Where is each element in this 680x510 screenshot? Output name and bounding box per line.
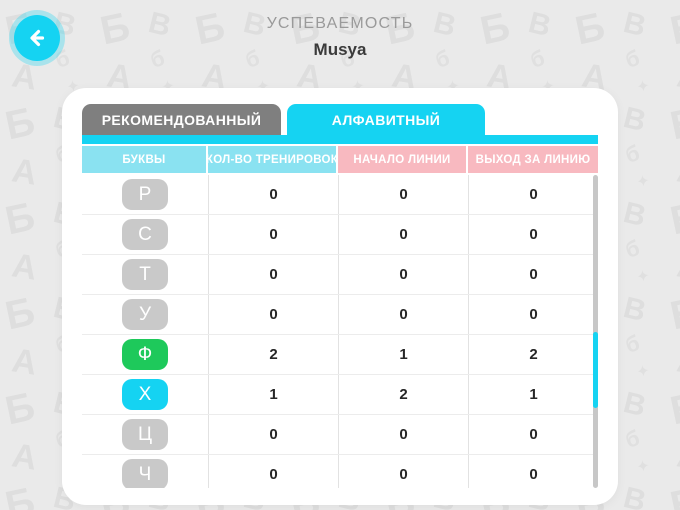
table-body: Р 0 0 0 С 0 0 0 xyxy=(82,175,598,488)
trainings-cell: 0 xyxy=(208,295,338,334)
line-exit-cell: 0 xyxy=(468,215,598,254)
table-rows: Р 0 0 0 С 0 0 0 xyxy=(82,175,598,488)
line-start-cell: 0 xyxy=(338,175,468,214)
trainings-cell: 0 xyxy=(208,415,338,454)
letter-cell: Р xyxy=(82,175,208,214)
page-title: УСПЕВАЕМОСТЬ xyxy=(266,15,414,32)
letter-badge[interactable]: Р xyxy=(122,179,168,210)
letter-badge-label: Ф xyxy=(137,343,153,365)
letter-cell: У xyxy=(82,295,208,334)
line-exit-cell: 0 xyxy=(468,295,598,334)
tab-recommended[interactable]: РЕКОМЕНДОВАННЫЙ xyxy=(82,104,281,135)
table-row: У 0 0 0 xyxy=(82,295,598,335)
letter-cell: Ц xyxy=(82,415,208,454)
line-exit-cell: 0 xyxy=(468,175,598,214)
progress-card: РЕКОМЕНДОВАННЫЙ АЛФАВИТНЫЙ БУКВЫ КОЛ-ВО … xyxy=(62,88,618,505)
line-exit-cell: 2 xyxy=(468,335,598,374)
line-start-cell: 0 xyxy=(338,295,468,334)
letter-badge[interactable]: С xyxy=(122,219,168,250)
line-start-cell: 1 xyxy=(338,335,468,374)
user-name: Musya xyxy=(313,40,367,59)
line-exit-cell: 0 xyxy=(468,455,598,488)
letter-badge-label: Ц xyxy=(137,423,153,445)
trainings-cell: 0 xyxy=(208,175,338,214)
table-header: БУКВЫ КОЛ-ВО ТРЕНИРОВОК НАЧАЛО ЛИНИИ ВЫХ… xyxy=(82,146,598,173)
line-exit-cell: 1 xyxy=(468,375,598,414)
line-start-cell: 0 xyxy=(338,415,468,454)
back-button[interactable] xyxy=(14,15,60,61)
line-exit-cell: 0 xyxy=(468,415,598,454)
letter-cell: С xyxy=(82,215,208,254)
line-start-cell: 2 xyxy=(338,375,468,414)
letter-cell: Х xyxy=(82,375,208,414)
tab-bar: РЕКОМЕНДОВАННЫЙ АЛФАВИТНЫЙ xyxy=(82,104,485,135)
column-header-line-exit: ВЫХОД ЗА ЛИНИЮ xyxy=(468,146,598,173)
active-tab-underline xyxy=(82,135,598,144)
top-bar: УСПЕВАЕМОСТЬ Musya xyxy=(0,0,680,88)
letter-badge-label: Т xyxy=(139,263,151,285)
trainings-cell: 0 xyxy=(208,455,338,488)
letter-cell: Т xyxy=(82,255,208,294)
table-row: Ч 0 0 0 xyxy=(82,455,598,488)
letter-badge-label: Ч xyxy=(138,463,152,485)
letter-cell: Ч xyxy=(82,455,208,488)
table-row: Ф 2 1 2 xyxy=(82,335,598,375)
letter-badge[interactable]: Х xyxy=(122,379,168,410)
letter-cell: Ф xyxy=(82,335,208,374)
column-header-letters: БУКВЫ xyxy=(82,146,206,173)
line-start-cell: 0 xyxy=(338,255,468,294)
letter-badge[interactable]: У xyxy=(122,299,168,330)
column-header-line-start: НАЧАЛО ЛИНИИ xyxy=(338,146,466,173)
line-exit-cell: 0 xyxy=(468,255,598,294)
table-row: Т 0 0 0 xyxy=(82,255,598,295)
letter-badge[interactable]: Ч xyxy=(122,459,168,488)
line-start-cell: 0 xyxy=(338,215,468,254)
column-header-trainings: КОЛ-ВО ТРЕНИРОВОК xyxy=(206,146,338,173)
trainings-cell: 2 xyxy=(208,335,338,374)
trainings-cell: 0 xyxy=(208,255,338,294)
letter-badge[interactable]: Т xyxy=(122,259,168,290)
table-row: С 0 0 0 xyxy=(82,215,598,255)
letter-badge-label: С xyxy=(138,223,152,245)
letter-badge-label: Р xyxy=(138,183,152,205)
line-start-cell: 0 xyxy=(338,455,468,488)
scrollbar-track[interactable] xyxy=(593,175,598,488)
trainings-cell: 1 xyxy=(208,375,338,414)
letter-badge-label: Х xyxy=(138,383,152,405)
tab-alphabetical[interactable]: АЛФАВИТНЫЙ xyxy=(287,104,485,135)
scrollbar-thumb[interactable] xyxy=(593,332,598,408)
table-row: Р 0 0 0 xyxy=(82,175,598,215)
letter-badge[interactable]: Ц xyxy=(122,419,168,450)
trainings-cell: 0 xyxy=(208,215,338,254)
table-row: Ц 0 0 0 xyxy=(82,415,598,455)
letter-badge-label: У xyxy=(138,303,152,325)
table-row: Х 1 2 1 xyxy=(82,375,598,415)
arrow-left-icon xyxy=(30,29,45,47)
letter-badge[interactable]: Ф xyxy=(122,339,168,370)
